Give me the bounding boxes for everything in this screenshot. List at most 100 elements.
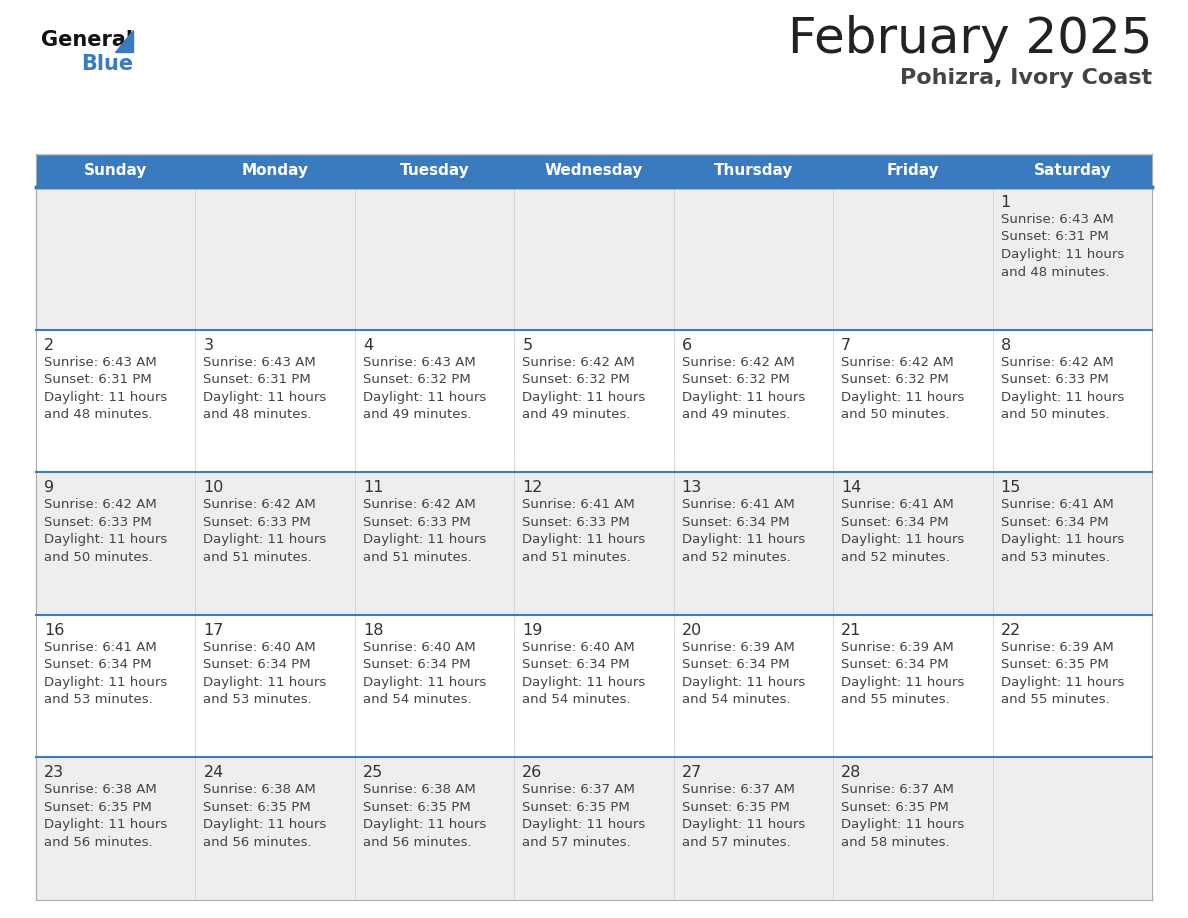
Bar bbox=[992, 187, 1152, 330]
Text: 8: 8 bbox=[1000, 338, 1011, 353]
Text: Sunrise: 6:39 AM
Sunset: 6:34 PM
Daylight: 11 hours
and 54 minutes.: Sunrise: 6:39 AM Sunset: 6:34 PM Dayligh… bbox=[682, 641, 805, 706]
Bar bbox=[355, 187, 514, 330]
Text: Saturday: Saturday bbox=[1034, 163, 1111, 178]
Bar bbox=[674, 330, 833, 472]
Text: Sunrise: 6:38 AM
Sunset: 6:35 PM
Daylight: 11 hours
and 56 minutes.: Sunrise: 6:38 AM Sunset: 6:35 PM Dayligh… bbox=[44, 783, 168, 849]
Bar bbox=[355, 757, 514, 900]
Text: 20: 20 bbox=[682, 622, 702, 638]
Text: Sunrise: 6:38 AM
Sunset: 6:35 PM
Daylight: 11 hours
and 56 minutes.: Sunrise: 6:38 AM Sunset: 6:35 PM Dayligh… bbox=[362, 783, 486, 849]
Bar bbox=[196, 615, 355, 757]
Bar bbox=[355, 615, 514, 757]
Text: 5: 5 bbox=[523, 338, 532, 353]
Text: 1: 1 bbox=[1000, 195, 1011, 210]
Bar bbox=[833, 615, 992, 757]
Bar bbox=[992, 615, 1152, 757]
Text: Sunrise: 6:42 AM
Sunset: 6:33 PM
Daylight: 11 hours
and 50 minutes.: Sunrise: 6:42 AM Sunset: 6:33 PM Dayligh… bbox=[44, 498, 168, 564]
Bar bbox=[833, 330, 992, 472]
Bar bbox=[674, 757, 833, 900]
Bar bbox=[196, 757, 355, 900]
Text: Sunrise: 6:37 AM
Sunset: 6:35 PM
Daylight: 11 hours
and 58 minutes.: Sunrise: 6:37 AM Sunset: 6:35 PM Dayligh… bbox=[841, 783, 965, 849]
Bar bbox=[992, 757, 1152, 900]
Text: 16: 16 bbox=[44, 622, 64, 638]
Bar bbox=[36, 330, 196, 472]
Polygon shape bbox=[115, 30, 133, 52]
Text: 14: 14 bbox=[841, 480, 861, 495]
Bar bbox=[833, 472, 992, 615]
Text: Pohizra, Ivory Coast: Pohizra, Ivory Coast bbox=[899, 68, 1152, 88]
Text: Sunrise: 6:43 AM
Sunset: 6:31 PM
Daylight: 11 hours
and 48 minutes.: Sunrise: 6:43 AM Sunset: 6:31 PM Dayligh… bbox=[1000, 213, 1124, 278]
Text: Sunrise: 6:41 AM
Sunset: 6:34 PM
Daylight: 11 hours
and 52 minutes.: Sunrise: 6:41 AM Sunset: 6:34 PM Dayligh… bbox=[682, 498, 805, 564]
Text: Sunrise: 6:37 AM
Sunset: 6:35 PM
Daylight: 11 hours
and 57 minutes.: Sunrise: 6:37 AM Sunset: 6:35 PM Dayligh… bbox=[523, 783, 645, 849]
Text: Sunrise: 6:38 AM
Sunset: 6:35 PM
Daylight: 11 hours
and 56 minutes.: Sunrise: 6:38 AM Sunset: 6:35 PM Dayligh… bbox=[203, 783, 327, 849]
Text: Friday: Friday bbox=[886, 163, 940, 178]
Text: Sunrise: 6:42 AM
Sunset: 6:32 PM
Daylight: 11 hours
and 49 minutes.: Sunrise: 6:42 AM Sunset: 6:32 PM Dayligh… bbox=[682, 355, 805, 421]
Bar bbox=[514, 187, 674, 330]
Bar bbox=[36, 615, 196, 757]
Text: Sunrise: 6:41 AM
Sunset: 6:33 PM
Daylight: 11 hours
and 51 minutes.: Sunrise: 6:41 AM Sunset: 6:33 PM Dayligh… bbox=[523, 498, 645, 564]
Text: Blue: Blue bbox=[81, 54, 133, 74]
Bar bbox=[514, 330, 674, 472]
Text: 13: 13 bbox=[682, 480, 702, 495]
Text: 25: 25 bbox=[362, 766, 383, 780]
Text: 11: 11 bbox=[362, 480, 384, 495]
Text: Tuesday: Tuesday bbox=[399, 163, 469, 178]
Text: Sunrise: 6:39 AM
Sunset: 6:35 PM
Daylight: 11 hours
and 55 minutes.: Sunrise: 6:39 AM Sunset: 6:35 PM Dayligh… bbox=[1000, 641, 1124, 706]
Bar bbox=[36, 187, 196, 330]
Text: Sunrise: 6:40 AM
Sunset: 6:34 PM
Daylight: 11 hours
and 54 minutes.: Sunrise: 6:40 AM Sunset: 6:34 PM Dayligh… bbox=[362, 641, 486, 706]
Text: Sunrise: 6:40 AM
Sunset: 6:34 PM
Daylight: 11 hours
and 54 minutes.: Sunrise: 6:40 AM Sunset: 6:34 PM Dayligh… bbox=[523, 641, 645, 706]
Bar bbox=[833, 187, 992, 330]
Text: 17: 17 bbox=[203, 622, 223, 638]
Text: Thursday: Thursday bbox=[714, 163, 794, 178]
Bar bbox=[514, 615, 674, 757]
Bar bbox=[833, 757, 992, 900]
Text: Sunrise: 6:42 AM
Sunset: 6:33 PM
Daylight: 11 hours
and 51 minutes.: Sunrise: 6:42 AM Sunset: 6:33 PM Dayligh… bbox=[203, 498, 327, 564]
Text: Sunrise: 6:40 AM
Sunset: 6:34 PM
Daylight: 11 hours
and 53 minutes.: Sunrise: 6:40 AM Sunset: 6:34 PM Dayligh… bbox=[203, 641, 327, 706]
Text: 28: 28 bbox=[841, 766, 861, 780]
Text: Sunrise: 6:41 AM
Sunset: 6:34 PM
Daylight: 11 hours
and 52 minutes.: Sunrise: 6:41 AM Sunset: 6:34 PM Dayligh… bbox=[841, 498, 965, 564]
Text: 23: 23 bbox=[44, 766, 64, 780]
Text: Sunrise: 6:43 AM
Sunset: 6:31 PM
Daylight: 11 hours
and 48 minutes.: Sunrise: 6:43 AM Sunset: 6:31 PM Dayligh… bbox=[44, 355, 168, 421]
Bar bbox=[514, 757, 674, 900]
Bar bbox=[674, 472, 833, 615]
Bar bbox=[992, 472, 1152, 615]
Text: Sunrise: 6:41 AM
Sunset: 6:34 PM
Daylight: 11 hours
and 53 minutes.: Sunrise: 6:41 AM Sunset: 6:34 PM Dayligh… bbox=[44, 641, 168, 706]
Text: Sunrise: 6:43 AM
Sunset: 6:31 PM
Daylight: 11 hours
and 48 minutes.: Sunrise: 6:43 AM Sunset: 6:31 PM Dayligh… bbox=[203, 355, 327, 421]
Text: Sunrise: 6:42 AM
Sunset: 6:32 PM
Daylight: 11 hours
and 50 minutes.: Sunrise: 6:42 AM Sunset: 6:32 PM Dayligh… bbox=[841, 355, 965, 421]
Bar bbox=[196, 187, 355, 330]
Bar bbox=[36, 155, 1152, 187]
Text: Sunrise: 6:37 AM
Sunset: 6:35 PM
Daylight: 11 hours
and 57 minutes.: Sunrise: 6:37 AM Sunset: 6:35 PM Dayligh… bbox=[682, 783, 805, 849]
Bar bbox=[355, 330, 514, 472]
Text: 24: 24 bbox=[203, 766, 223, 780]
Text: 18: 18 bbox=[362, 622, 384, 638]
Text: 10: 10 bbox=[203, 480, 223, 495]
Text: 26: 26 bbox=[523, 766, 543, 780]
Text: February 2025: February 2025 bbox=[788, 15, 1152, 63]
Bar bbox=[992, 330, 1152, 472]
Text: General: General bbox=[42, 30, 133, 50]
Text: Sunrise: 6:39 AM
Sunset: 6:34 PM
Daylight: 11 hours
and 55 minutes.: Sunrise: 6:39 AM Sunset: 6:34 PM Dayligh… bbox=[841, 641, 965, 706]
Text: Sunrise: 6:42 AM
Sunset: 6:33 PM
Daylight: 11 hours
and 51 minutes.: Sunrise: 6:42 AM Sunset: 6:33 PM Dayligh… bbox=[362, 498, 486, 564]
Text: 7: 7 bbox=[841, 338, 852, 353]
Bar bbox=[355, 472, 514, 615]
Text: 12: 12 bbox=[523, 480, 543, 495]
Text: Sunrise: 6:42 AM
Sunset: 6:32 PM
Daylight: 11 hours
and 49 minutes.: Sunrise: 6:42 AM Sunset: 6:32 PM Dayligh… bbox=[523, 355, 645, 421]
Bar bbox=[36, 757, 196, 900]
Bar bbox=[196, 330, 355, 472]
Text: 4: 4 bbox=[362, 338, 373, 353]
Text: Sunrise: 6:43 AM
Sunset: 6:32 PM
Daylight: 11 hours
and 49 minutes.: Sunrise: 6:43 AM Sunset: 6:32 PM Dayligh… bbox=[362, 355, 486, 421]
Bar bbox=[674, 187, 833, 330]
Bar bbox=[674, 615, 833, 757]
Text: Sunrise: 6:41 AM
Sunset: 6:34 PM
Daylight: 11 hours
and 53 minutes.: Sunrise: 6:41 AM Sunset: 6:34 PM Dayligh… bbox=[1000, 498, 1124, 564]
Text: Monday: Monday bbox=[241, 163, 309, 178]
Text: 3: 3 bbox=[203, 338, 214, 353]
Bar bbox=[514, 472, 674, 615]
Text: 6: 6 bbox=[682, 338, 691, 353]
Text: 22: 22 bbox=[1000, 622, 1020, 638]
Text: 27: 27 bbox=[682, 766, 702, 780]
Text: 15: 15 bbox=[1000, 480, 1020, 495]
Text: 2: 2 bbox=[44, 338, 55, 353]
Text: 9: 9 bbox=[44, 480, 55, 495]
Text: Wednesday: Wednesday bbox=[545, 163, 643, 178]
Bar bbox=[196, 472, 355, 615]
Text: 21: 21 bbox=[841, 622, 861, 638]
